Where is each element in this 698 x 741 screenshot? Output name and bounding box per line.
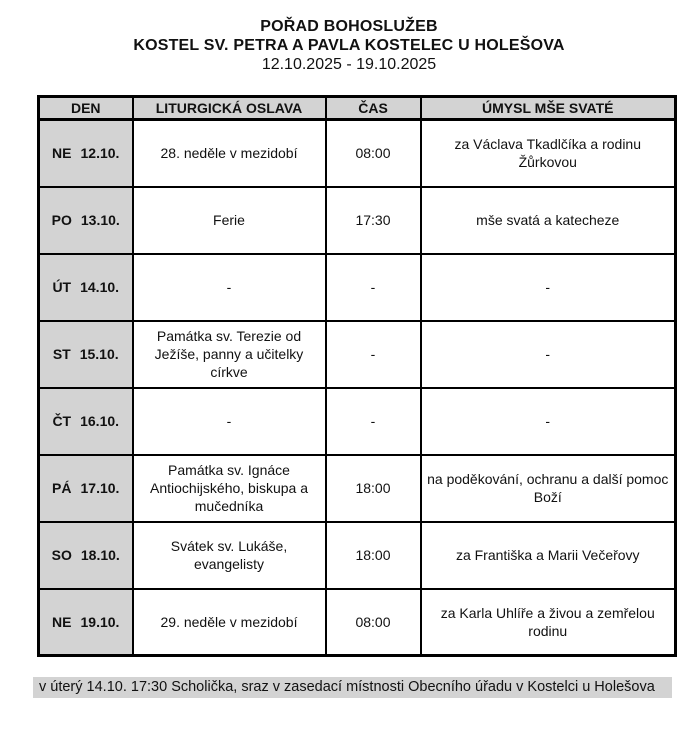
time-cell: -: [324, 252, 422, 322]
col-header-umysl-mse-svate: ÚMYSL MŠE SVATÉ: [419, 95, 677, 121]
page-subtitle: KOSTEL SV. PETRA A PAVLA KOSTELEC U HOLE…: [133, 37, 565, 54]
day-cell: NE 12.10.: [37, 118, 134, 188]
table-row: ČT 16.10. - - -: [37, 386, 677, 456]
footer-note: v úterý 14.10. 17:30 Scholička, sraz v z…: [33, 677, 672, 698]
celebration-cell: -: [131, 386, 327, 456]
day-cell: ST 15.10.: [37, 319, 134, 389]
col-header-den: DEN: [37, 95, 134, 121]
day-abbr: ST: [52, 346, 71, 362]
page-title: POŘAD BOHOSLUŽEB: [260, 18, 438, 35]
time-cell: -: [324, 386, 422, 456]
day-date: 12.10.: [80, 145, 120, 162]
time-cell: 17:30: [324, 185, 422, 255]
celebration-cell: 29. neděle v mezidobí: [131, 587, 327, 657]
intention-cell: -: [419, 319, 677, 389]
table-row: ST 15.10. Památka sv. Terezie od Ježíše, …: [37, 319, 677, 389]
day-cell: ÚT 14.10.: [37, 252, 134, 322]
col-header-cas: ČAS: [324, 95, 422, 121]
day-cell: ČT 16.10.: [37, 386, 134, 456]
intention-cell: za Františka a Marii Večeřovy: [419, 520, 677, 590]
intention-cell: -: [419, 252, 677, 322]
celebration-cell: Památka sv. Ignáce Antiochijského, bisku…: [131, 453, 327, 523]
day-abbr: SO: [51, 547, 72, 563]
intention-cell: mše svatá a katecheze: [419, 185, 677, 255]
day-date: 13.10.: [80, 212, 120, 228]
day-date: 19.10.: [80, 613, 120, 630]
day-cell: PÁ 17.10.: [37, 453, 134, 523]
day-date: 15.10.: [79, 346, 119, 362]
time-cell: 08:00: [324, 587, 422, 657]
time-cell: 18:00: [324, 520, 422, 590]
col-header-liturgicka-oslava: LITURGICKÁ OSLAVA: [131, 95, 327, 121]
table-row: PO 13.10. Ferie 17:30 mše svatá a kateche…: [37, 185, 677, 255]
celebration-cell: Svátek sv. Lukáše, evangelisty: [131, 520, 327, 590]
table-row: ÚT 14.10. - - -: [37, 252, 677, 322]
table-row: SO 18.10. Svátek sv. Lukáše, evangelisty …: [37, 520, 677, 590]
day-date: 18.10.: [80, 547, 120, 563]
day-date: 14.10.: [80, 279, 120, 295]
schedule-table: DEN LITURGICKÁ OSLAVA ČAS ÚMYSL MŠE SVAT…: [37, 95, 677, 657]
intention-cell: za Karla Uhlíře a živou a zemřelou rodin…: [419, 587, 677, 657]
time-cell: 08:00: [324, 118, 422, 188]
day-cell: SO 18.10.: [37, 520, 134, 590]
day-abbr: PO: [51, 212, 72, 228]
celebration-cell: 28. neděle v mezidobí: [131, 118, 327, 188]
day-date: 17.10.: [80, 480, 120, 496]
table-header-row: DEN LITURGICKÁ OSLAVA ČAS ÚMYSL MŠE SVAT…: [37, 95, 677, 121]
table-row: NE 19.10. 29. neděle v mezidobí 08:00 za …: [37, 587, 677, 657]
table-row: PÁ 17.10. Památka sv. Ignáce Antiochijské…: [37, 453, 677, 523]
time-cell: -: [324, 319, 422, 389]
table-row: NE 12.10. 28. neděle v mezidobí 08:00 za …: [37, 118, 677, 188]
celebration-cell: Ferie: [131, 185, 327, 255]
day-abbr: NE: [52, 145, 72, 162]
intention-cell: na poděkování, ochranu a další pomoc Bož…: [419, 453, 677, 523]
celebration-cell: -: [131, 252, 327, 322]
day-abbr: NE: [52, 613, 72, 630]
day-abbr: PÁ: [52, 480, 72, 496]
day-cell: NE 19.10.: [37, 587, 134, 657]
intention-cell: -: [419, 386, 677, 456]
intention-cell: za Václava Tkadlčíka a rodinu Žůrkovou: [419, 118, 677, 188]
day-abbr: ČT: [52, 413, 72, 429]
celebration-cell: Památka sv. Terezie od Ježíše, panny a u…: [131, 319, 327, 389]
day-date: 16.10.: [80, 413, 120, 429]
date-range: 12.10.2025 - 19.10.2025: [261, 56, 437, 73]
title-block: POŘAD BOHOSLUŽEB KOSTEL SV. PETRA A PAVL…: [0, 0, 698, 74]
day-cell: PO 13.10.: [37, 185, 134, 255]
time-cell: 18:00: [324, 453, 422, 523]
day-abbr: ÚT: [52, 279, 72, 295]
